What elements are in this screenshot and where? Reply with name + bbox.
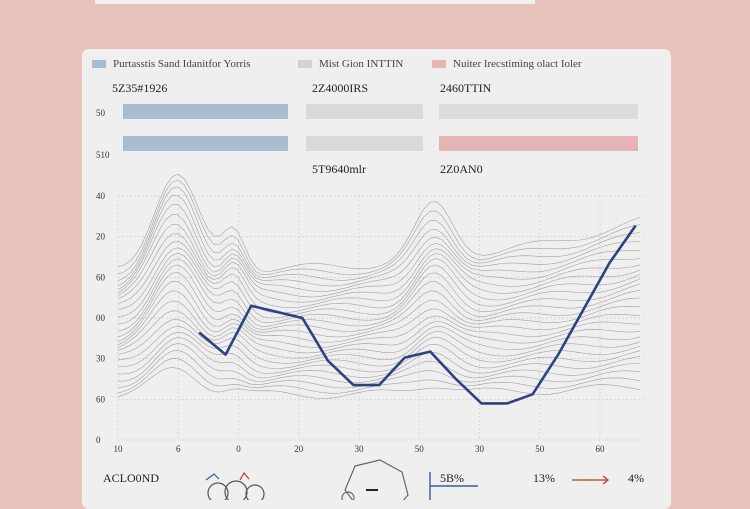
x-tick-label: 50	[535, 444, 545, 454]
octagon-icon	[341, 459, 409, 500]
footer-far-right-label: 4%	[628, 471, 644, 485]
bar-row1-series3	[439, 104, 638, 119]
ridge-line	[117, 233, 641, 308]
x-tick-label: 50	[415, 444, 425, 454]
legend-label-2: Mist Gion INTTIN	[319, 58, 404, 70]
bar-tick-2: 510	[96, 150, 110, 160]
x-tick-label: 30	[355, 444, 365, 454]
y-tick-label: 40	[96, 191, 106, 201]
bar-row1-series1	[123, 104, 288, 119]
ridge-line	[117, 343, 640, 384]
ridge-line	[117, 264, 641, 332]
top-banner	[95, 0, 535, 4]
ridge-line	[117, 252, 641, 323]
ridge-line	[117, 173, 641, 272]
y-tick-label: 60	[96, 394, 106, 404]
legend-swatch-2	[298, 60, 312, 68]
chart-card	[82, 49, 671, 509]
ridge-line	[117, 214, 641, 298]
footer-mid-label: 5B%	[440, 471, 464, 485]
ridge-line	[117, 204, 641, 292]
bar-row1-series2	[306, 104, 423, 119]
ridge-line	[117, 179, 641, 276]
legend-item-2: Mist Gion INTTIN	[298, 58, 403, 70]
x-tick-label: 6	[176, 444, 181, 454]
summary-value-2: 2Z4000IRS	[312, 81, 369, 95]
ridge-line	[117, 290, 641, 348]
summary-value-1: 5Z35#1926	[112, 81, 168, 95]
ridge-line	[117, 224, 641, 303]
bar-tick-1: 50	[96, 108, 105, 118]
footer-right-label: 13%	[533, 471, 555, 485]
legend-label-1: Purtasstis Sand Idanitfor Yorris	[113, 58, 251, 70]
y-tick-label: 20	[96, 232, 106, 242]
x-tick-label: 0	[236, 444, 241, 454]
bar-row2-series1	[123, 136, 288, 151]
x-tick-label: 60	[596, 444, 606, 454]
legend-item-1: Purtasstis Sand Idanitfor Yorris	[92, 58, 251, 70]
ridge-line	[117, 325, 641, 369]
y-tick-label: 60	[96, 272, 106, 282]
legend-label-3: Nuiter Irecstiming olact Ioler	[453, 58, 582, 70]
y-tick-label: 0	[96, 435, 101, 445]
footer-left-label: ACLO0ND	[103, 471, 159, 485]
ridge-line	[117, 337, 641, 379]
ridge-line	[118, 331, 641, 374]
ridge-line	[117, 281, 641, 343]
ridge-line	[117, 247, 641, 319]
cloud-icon	[205, 471, 265, 500]
ridge-line	[117, 367, 641, 399]
arrow-icon	[572, 475, 609, 485]
ridge-line	[117, 194, 641, 287]
legend-swatch-3	[432, 60, 446, 68]
summary-value-4: 5T9640mlr	[312, 162, 366, 176]
x-tick-label: 10	[114, 444, 124, 454]
ridge-line	[117, 319, 641, 364]
ridge-line	[117, 258, 641, 327]
ridge-line	[117, 310, 641, 359]
ridge-line	[117, 350, 641, 389]
summary-value-5: 2Z0AN0	[440, 162, 483, 176]
x-tick-label: 30	[475, 444, 485, 454]
bar-row2-series3	[439, 136, 638, 151]
series-line	[198, 225, 637, 405]
legend-swatch-1	[92, 60, 106, 68]
summary-value-3: 2460TTIN	[440, 81, 492, 95]
ridge-line	[117, 300, 641, 354]
legend-item-3: Nuiter Irecstiming olact Ioler	[432, 58, 582, 70]
bar-row2-series2	[306, 136, 423, 151]
x-tick-label: 20	[294, 444, 304, 454]
ridge-line	[117, 272, 641, 338]
y-tick-label: 30	[96, 354, 106, 364]
ridge-line	[117, 186, 641, 281]
ridge-line	[117, 240, 641, 314]
y-tick-label: 00	[96, 313, 106, 323]
axis-marker-icon	[429, 472, 478, 500]
